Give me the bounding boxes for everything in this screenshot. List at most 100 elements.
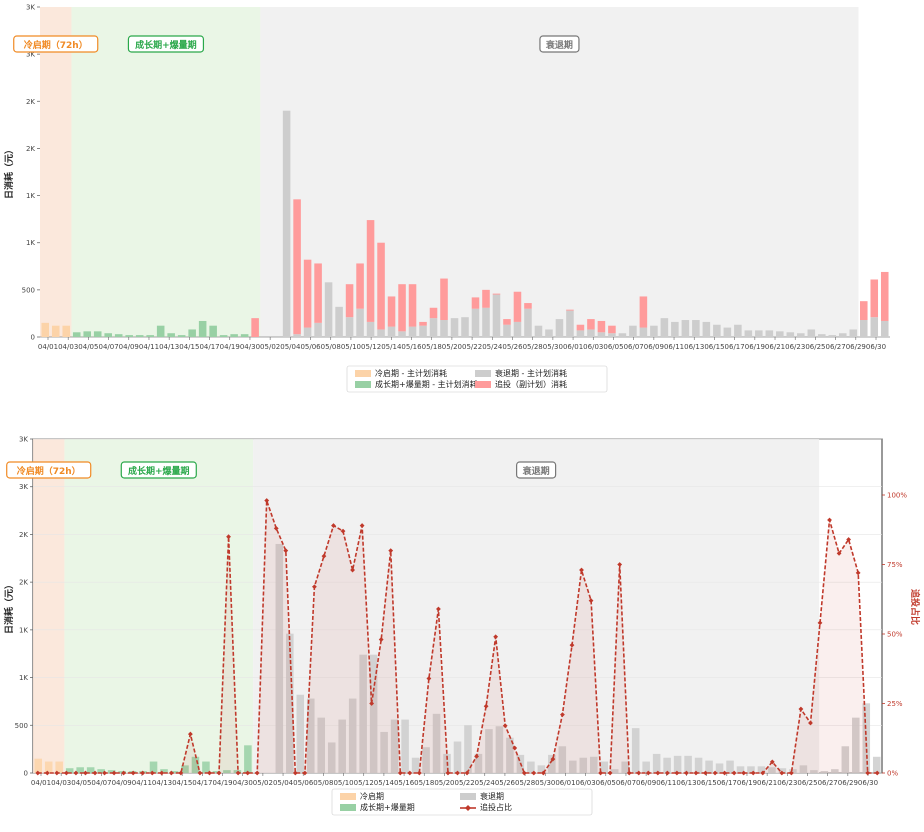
ratio-point — [254, 770, 260, 776]
bar-main — [527, 761, 535, 773]
x-tick-label: 06/03 — [583, 343, 603, 351]
ratio-point — [531, 770, 537, 776]
ratio-point — [588, 598, 594, 604]
phase-band-2 — [64, 439, 254, 773]
bar-main — [537, 765, 546, 773]
ratio-point — [493, 634, 499, 640]
phase-label: 成长期+爆量期 — [128, 465, 190, 477]
x-tick-label: 06/05 — [596, 779, 616, 787]
bar-main — [474, 753, 483, 773]
bar-main — [390, 719, 399, 773]
ratio-point — [54, 770, 60, 776]
x-tick-label: 04/15 — [172, 779, 192, 787]
x-tick-label: 05/10 — [333, 779, 353, 787]
y-tick-label: 3K — [19, 436, 28, 444]
bar-main — [303, 327, 312, 337]
x-tick-label: 05/14 — [381, 343, 402, 351]
x-tick-label: 06/27 — [826, 343, 846, 351]
bar-main — [125, 335, 133, 337]
ratio-point — [645, 770, 651, 776]
bar-main — [765, 330, 774, 337]
ratio-point — [407, 770, 413, 776]
x-tick-label: 05/12 — [361, 343, 381, 351]
x-tick-label: 05/28 — [523, 343, 543, 351]
x-tick-label: 05/22 — [462, 343, 482, 351]
bar-main — [156, 325, 165, 337]
x-tick-label: 05/02 — [260, 343, 280, 351]
x-tick-label: 05/08 — [313, 779, 333, 787]
ratio-point — [235, 770, 241, 776]
ratio-point — [331, 523, 336, 528]
bar-main — [296, 694, 305, 773]
bar-main — [65, 768, 74, 773]
legend-label: 成长期+爆量期 — [360, 802, 415, 812]
phase-bands — [33, 439, 820, 773]
bar-main — [663, 757, 671, 773]
bar-main — [555, 319, 564, 337]
bar-main — [723, 327, 732, 337]
ratio-point — [369, 701, 375, 706]
x-tick-label: 06/21 — [765, 343, 785, 351]
bar-main — [401, 719, 409, 773]
x-tick-label: 04/15 — [179, 343, 199, 351]
y-tick-label: 2K — [26, 145, 35, 153]
bar-main — [286, 633, 294, 773]
ratio-point — [464, 770, 470, 776]
x-tick-label: 05/30 — [543, 343, 563, 351]
legend-label: 衰退期 - 主计划消耗 — [495, 368, 567, 378]
x-tick-label: 06/25 — [805, 343, 825, 351]
bar-followup — [419, 321, 427, 326]
x-tick-label: 04/05 — [71, 779, 91, 787]
y-tick-label: 0 — [24, 770, 28, 778]
bar-main — [167, 333, 175, 337]
ratio-point — [35, 770, 41, 776]
ratio-point — [817, 620, 823, 626]
ratio-point — [788, 770, 794, 776]
bar-followup — [587, 319, 595, 330]
y-axis: 0 500 1K 1K 2K 2K 3K 3K — [15, 436, 882, 778]
x-tick-label: 05/06 — [300, 343, 321, 351]
bar-main — [492, 294, 501, 337]
x-tick-label: 04/13 — [152, 779, 172, 787]
bar-main — [51, 325, 60, 337]
x-tick-label: 06/19 — [737, 779, 757, 787]
ratio-point — [540, 770, 546, 776]
phase-label-box — [120, 461, 197, 479]
ratio-point — [474, 753, 479, 759]
legend-label: 追投占比 — [480, 802, 512, 812]
bar-main — [62, 325, 71, 337]
x-tick-label: 05/24 — [482, 343, 503, 351]
x-tick-label: 05/24 — [475, 779, 496, 787]
ratio-point — [550, 756, 556, 762]
ratio-point — [130, 770, 136, 776]
ratio-point — [827, 517, 832, 523]
ratio-point — [397, 770, 403, 776]
bar-main — [639, 327, 648, 337]
ratio-point — [674, 770, 680, 776]
bar-main — [440, 320, 448, 337]
x-tick-label: 05/18 — [422, 343, 442, 351]
x-tick-label: 06/21 — [757, 779, 777, 787]
bar-followup — [293, 199, 301, 335]
x-tick-label: 06/30 — [858, 779, 878, 787]
legend-label: 成长期+爆量期 - 主计划消耗 — [375, 379, 478, 389]
bar-main — [314, 322, 322, 337]
ratio-point — [264, 498, 270, 503]
legend-marker — [465, 805, 471, 811]
ratio-point — [426, 676, 432, 681]
bar-main — [219, 335, 228, 337]
ratio-point — [607, 770, 613, 776]
bar-main — [146, 335, 154, 337]
ratio-point — [569, 642, 575, 648]
bar-main — [650, 325, 658, 337]
bar-main — [831, 769, 839, 773]
x-tick-label: 06/13 — [684, 343, 704, 351]
x-tick-label: 04/30 — [233, 779, 253, 787]
bar-main — [576, 330, 585, 337]
legend-swatch — [355, 370, 371, 377]
ratio-point — [436, 606, 441, 612]
ratio-point — [121, 770, 127, 776]
ratio-line — [35, 498, 880, 776]
ratio-point — [865, 770, 871, 776]
